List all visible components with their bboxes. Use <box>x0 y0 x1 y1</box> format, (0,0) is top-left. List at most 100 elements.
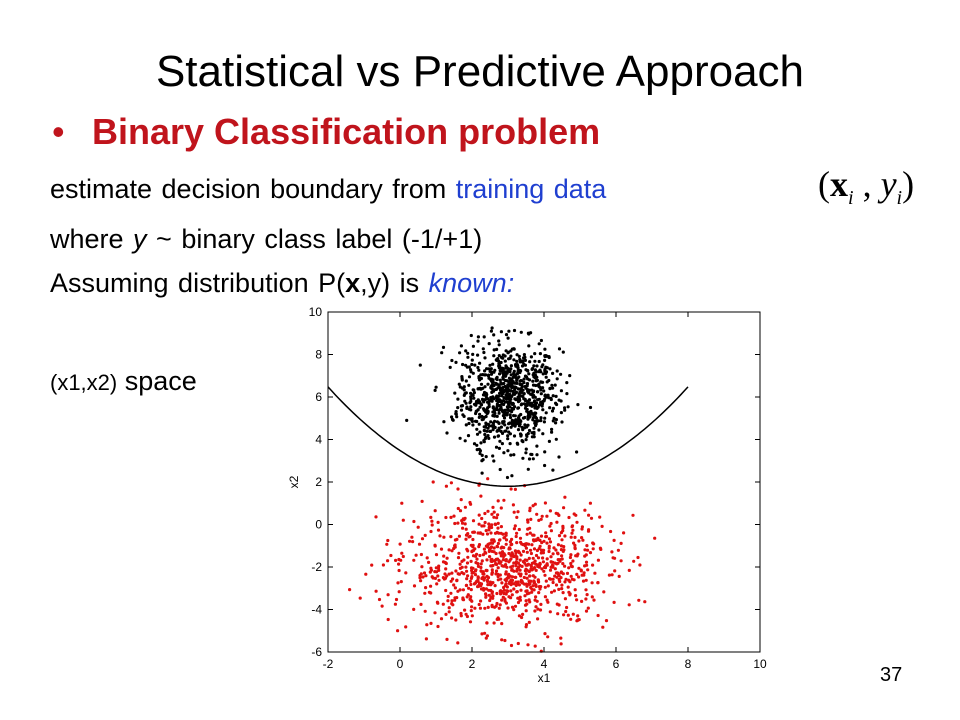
space-label-big: space <box>117 366 197 396</box>
class-a-point <box>498 386 503 390</box>
class-a-point <box>475 448 479 452</box>
class-b-point <box>539 551 543 555</box>
class-b-point <box>493 584 497 588</box>
class-b-point <box>548 509 552 513</box>
class-a-point <box>477 375 481 379</box>
class-b-point <box>528 531 532 535</box>
class-b-point <box>516 600 521 605</box>
class-a-point <box>532 426 536 430</box>
class-b-point <box>581 538 585 542</box>
class-b-point <box>525 576 529 580</box>
class-a-point <box>540 380 544 384</box>
class-b-point <box>559 642 563 646</box>
class-b-point <box>412 558 416 562</box>
class-a-point <box>495 402 499 406</box>
class-a-point <box>472 396 476 400</box>
class-b-point <box>588 551 593 555</box>
class-b-point <box>529 551 533 556</box>
class-b-point <box>560 538 564 542</box>
class-b-point <box>551 565 555 569</box>
class-a-point <box>526 467 530 471</box>
class-a-point <box>481 373 485 377</box>
class-a-point <box>506 437 510 441</box>
class-a-point <box>533 352 537 356</box>
class-b-point <box>599 547 603 551</box>
class-b-point <box>463 505 467 509</box>
class-a-point <box>531 373 535 377</box>
class-b-point <box>583 564 587 568</box>
class-a-point <box>445 431 449 435</box>
class-a-point <box>527 332 531 336</box>
class-b-point <box>482 524 486 528</box>
class-a-point <box>536 419 540 423</box>
class-a-point <box>491 421 495 425</box>
class-a-point <box>537 397 541 401</box>
class-a-point <box>541 408 545 412</box>
class-b-point <box>401 554 405 559</box>
class-a-point <box>522 392 526 396</box>
class-b-point <box>499 577 503 581</box>
class-a-point <box>516 364 520 368</box>
class-a-point <box>491 410 495 414</box>
class-b-point <box>458 566 462 570</box>
class-a-point <box>478 430 482 434</box>
class-b-point <box>381 563 385 567</box>
class-b-point <box>528 526 532 530</box>
class-a-point <box>513 381 517 385</box>
class-a-point <box>471 344 475 348</box>
class-a-point <box>405 418 409 422</box>
class-a-point <box>465 406 469 410</box>
class-a-point <box>527 401 531 405</box>
class-a-point <box>537 359 541 364</box>
class-b-point <box>389 553 393 558</box>
class-b-point <box>436 574 440 578</box>
class-b-point <box>444 612 448 616</box>
class-b-point <box>554 511 558 515</box>
class-a-point <box>434 385 438 389</box>
class-a-point <box>491 454 495 458</box>
bullet-text: Binary Classification problem <box>92 111 601 152</box>
class-b-point <box>563 580 567 584</box>
class-b-point <box>565 605 569 610</box>
class-a-point <box>460 376 464 380</box>
class-b-point <box>516 596 520 600</box>
class-b-point <box>478 581 482 585</box>
class-a-point <box>496 434 501 438</box>
class-b-point <box>425 556 429 560</box>
class-b-point <box>520 564 524 568</box>
class-a-point <box>459 344 463 348</box>
class-a-point <box>559 372 563 376</box>
class-b-point <box>464 533 469 537</box>
class-b-point <box>586 568 590 572</box>
class-a-point <box>588 405 593 410</box>
class-b-point <box>561 572 565 576</box>
class-a-point <box>498 407 502 411</box>
text-line-1: estimate decision boundary from training… <box>50 172 606 206</box>
class-a-point <box>498 372 502 376</box>
class-b-point <box>545 563 549 567</box>
y-tick-label: 4 <box>315 433 322 447</box>
class-b-point <box>643 600 647 604</box>
class-b-point <box>572 578 576 582</box>
class-b-point <box>453 521 457 526</box>
class-a-point <box>538 352 542 356</box>
class-b-point <box>490 568 494 572</box>
class-b-point <box>627 603 631 607</box>
class-a-point <box>515 353 519 357</box>
class-a-point <box>555 369 559 373</box>
class-b-point <box>512 527 516 531</box>
class-b-point <box>476 531 480 535</box>
class-b-point <box>386 593 390 597</box>
class-b-point <box>507 560 511 564</box>
class-a-point <box>502 402 506 407</box>
class-b-point <box>496 499 500 503</box>
class-b-point <box>444 567 448 571</box>
class-b-point <box>529 548 533 552</box>
class-a-point <box>508 409 512 413</box>
class-b-point <box>519 572 523 576</box>
class-b-point <box>422 571 427 575</box>
class-b-point <box>507 575 511 579</box>
class-a-point <box>482 440 486 444</box>
class-b-point <box>528 506 532 510</box>
class-a-point <box>495 377 499 382</box>
